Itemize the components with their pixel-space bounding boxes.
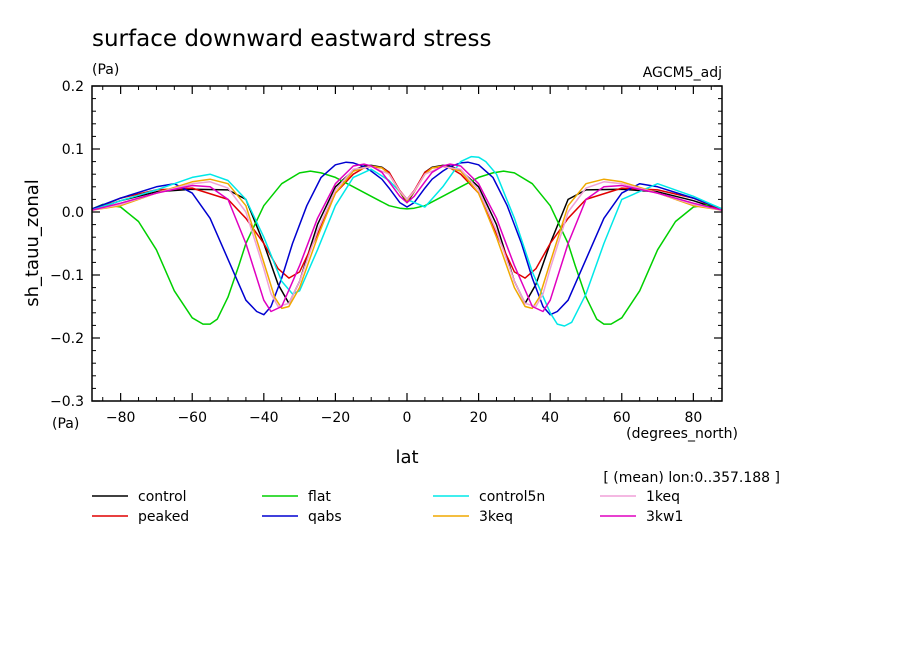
ticks-group: −80 −60 −40 −20 0 20 40 60 80 −0.3 −0.2 −0.1 0.0 0.1 0… — [50, 79, 722, 426]
x-tick-label: 80 — [684, 410, 702, 426]
x-tick-label: −60 — [177, 410, 207, 426]
x-axis-label: lat — [395, 447, 418, 468]
legend-label-3kw1: 3kw1 — [646, 509, 683, 525]
mean-note: [ (mean) lon:0..357.188 ] — [603, 470, 780, 486]
series-line-3kw1 — [92, 163, 722, 313]
y-tick-label: −0.3 — [50, 394, 84, 410]
x-axis-units: (degrees_north) — [626, 426, 738, 442]
legend-label-qabs: qabs — [308, 509, 342, 525]
plot-frame — [91, 85, 723, 402]
y-tick-label: 0.1 — [62, 142, 84, 158]
series-group — [92, 155, 722, 327]
series-line-control5n — [92, 155, 722, 327]
x-tick-label: 60 — [613, 410, 631, 426]
chart-title: surface downward eastward stress — [92, 26, 491, 52]
x-tick-label: 0 — [403, 410, 412, 426]
y-tick-label: 0.0 — [62, 205, 84, 221]
x-tick-label: −80 — [106, 410, 136, 426]
legend-label-control5n: control5n — [479, 489, 545, 505]
y-tick-label: −0.2 — [50, 331, 84, 347]
chart-units: (Pa) — [92, 62, 119, 78]
x-tick-label: −40 — [249, 410, 279, 426]
legend-label-peaked: peaked — [138, 509, 189, 525]
x-tick-label: 40 — [541, 410, 559, 426]
y-tick-label: 0.2 — [62, 79, 84, 95]
legend-label-flat: flat — [308, 489, 331, 505]
y-tick-label: −0.1 — [50, 268, 84, 284]
x-tick-label: −20 — [321, 410, 351, 426]
legend: control peaked flat qabs control5n 3keq 1keq 3k… — [92, 489, 683, 525]
dataset-label: AGCM5_adj — [643, 65, 722, 81]
plot-area: −80 −60 −40 −20 0 20 40 60 80 −0.3 −0.2 −0.1 0.0 0.1 0… — [50, 79, 723, 426]
y-axis-units: (Pa) — [52, 416, 79, 432]
y-axis-label: sh_tauu_zonal — [22, 179, 43, 307]
x-tick-label: 20 — [470, 410, 488, 426]
series-line-3keq — [92, 165, 722, 310]
legend-label-3keq: 3keq — [479, 509, 513, 525]
series-line-flat — [92, 170, 722, 325]
legend-label-1keq: 1keq — [646, 489, 680, 505]
series-line-1keq — [92, 165, 722, 308]
series-line-qabs — [92, 161, 722, 316]
legend-label-control: control — [138, 489, 187, 505]
